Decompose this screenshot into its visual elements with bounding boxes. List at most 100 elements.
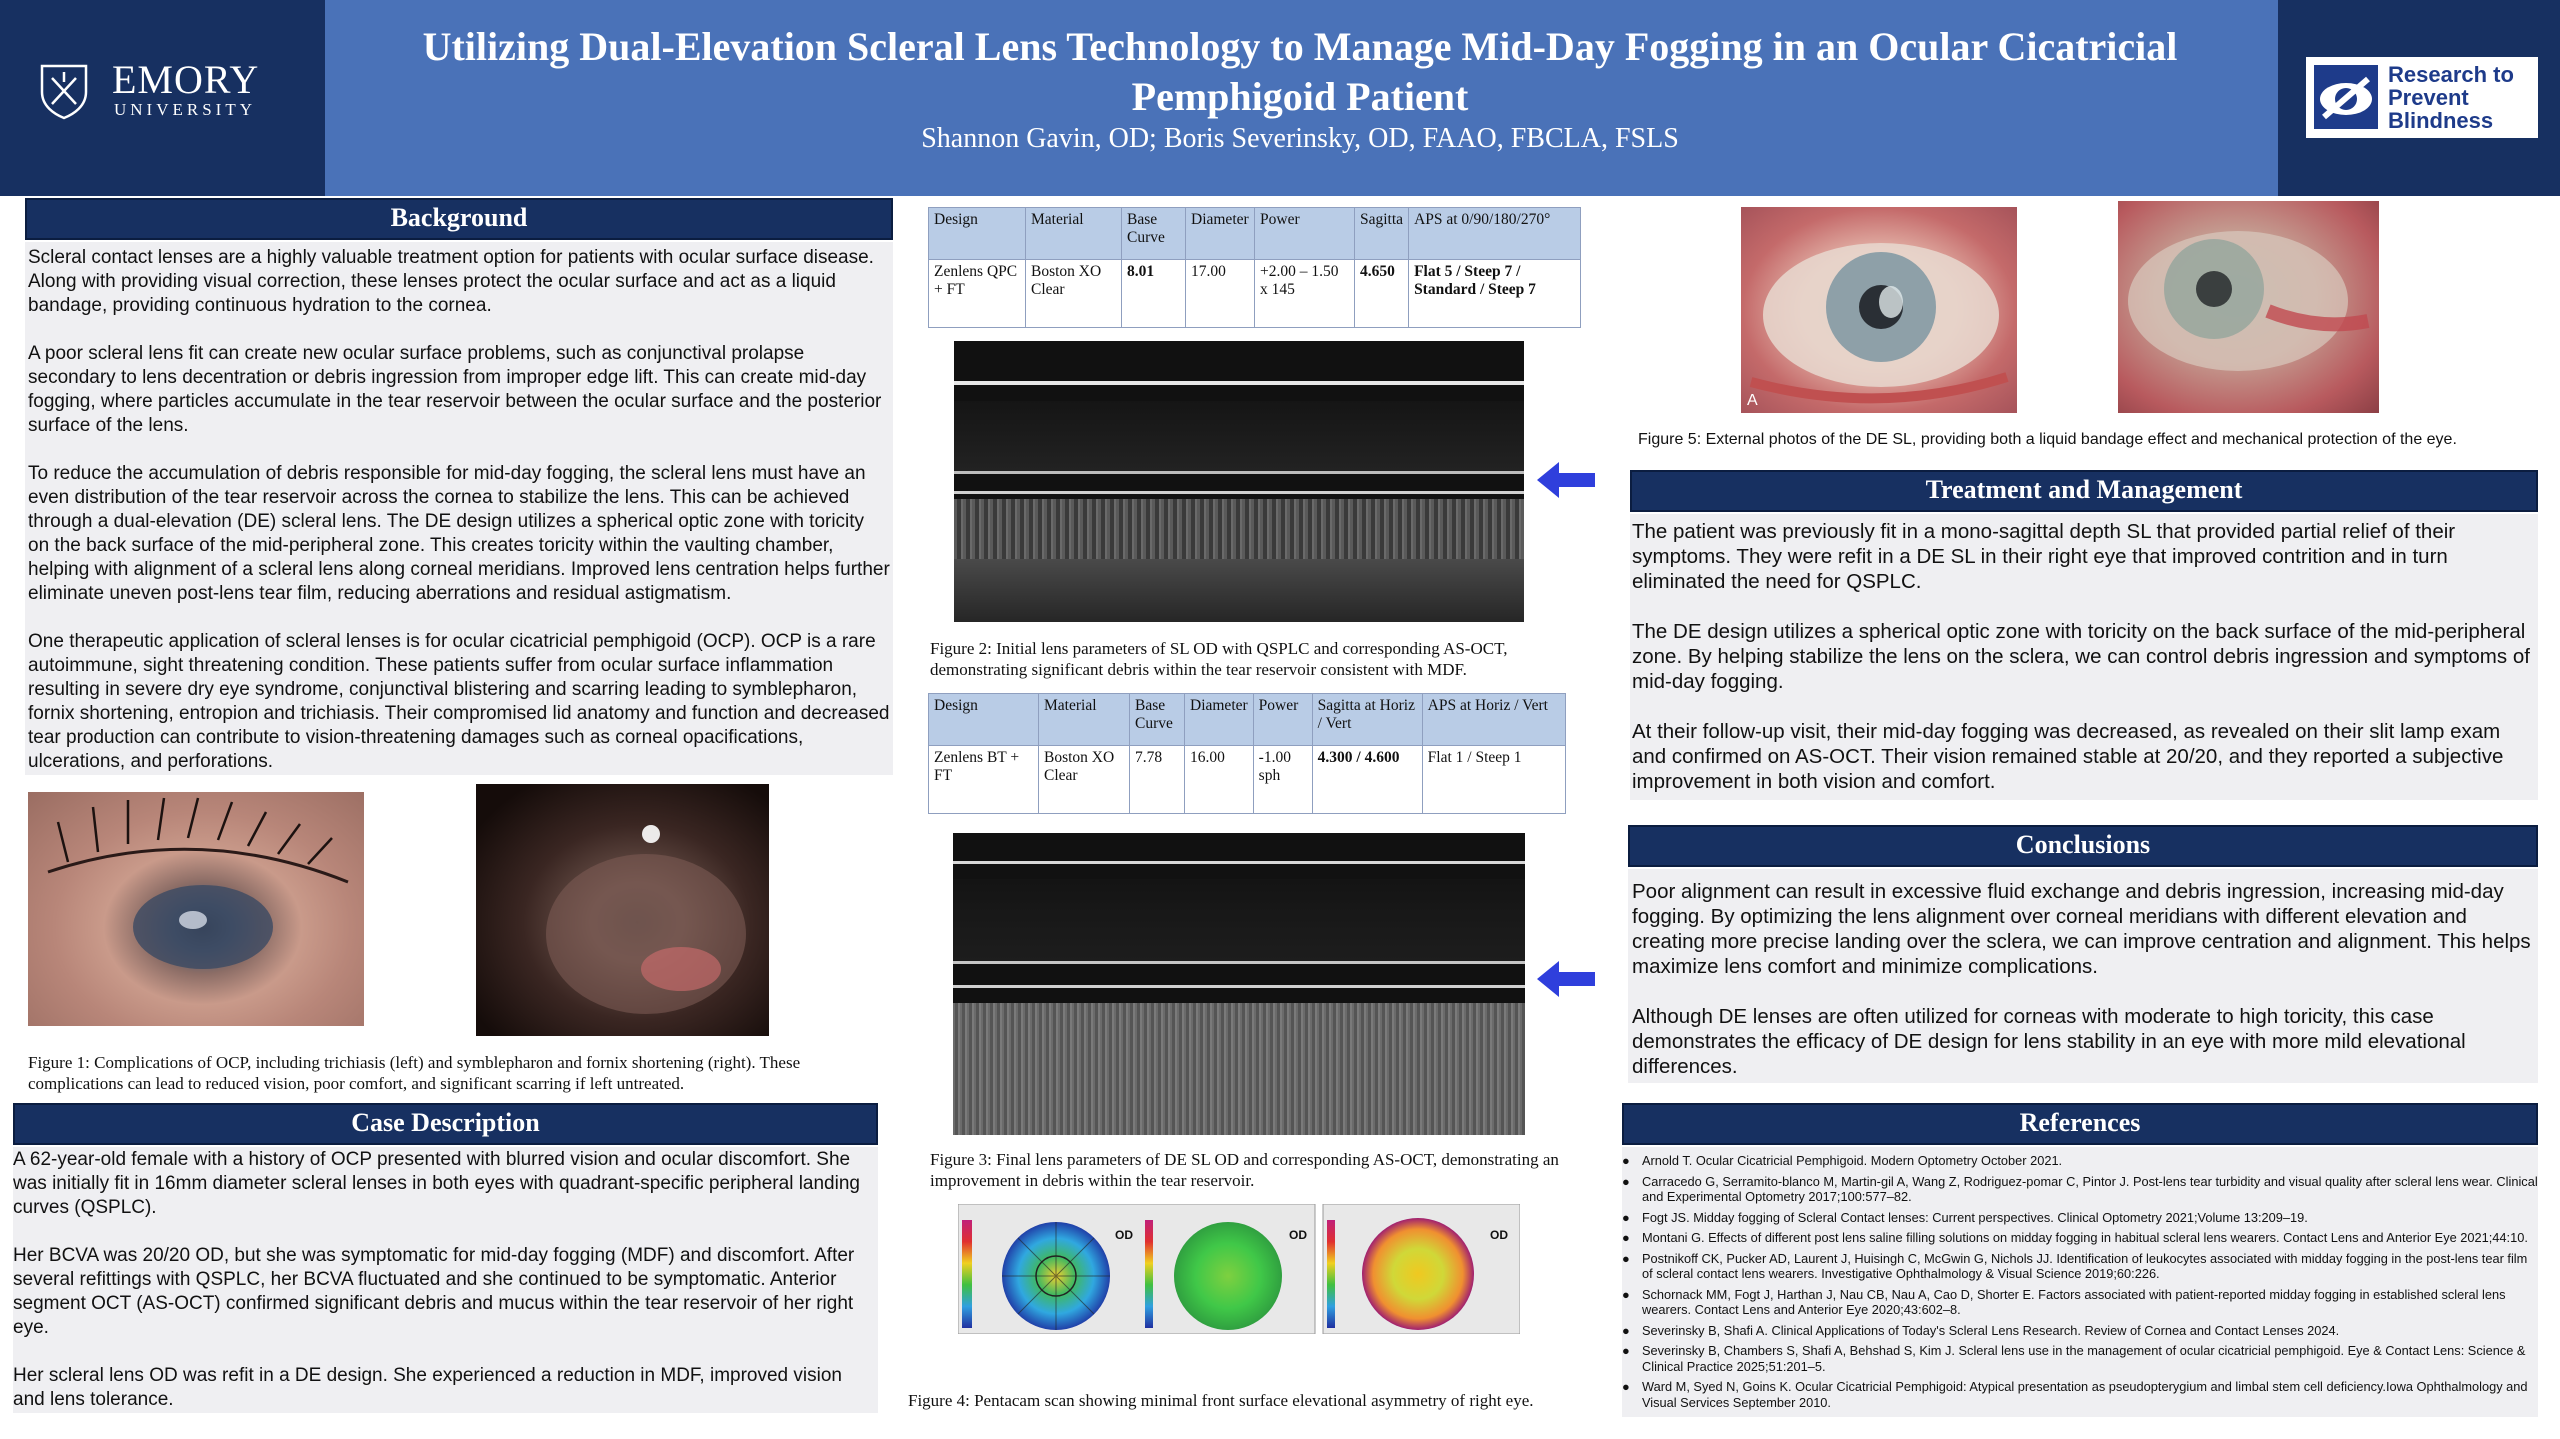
case-heading: Case Description <box>13 1103 878 1145</box>
treatment-paragraph: The DE design utilizes a spherical optic… <box>1632 620 2530 693</box>
table-header-cell: Material <box>1038 693 1130 746</box>
conclusions-paragraph: Although DE lenses are often utilized fo… <box>1632 1005 2466 1078</box>
references-heading: References <box>1622 1103 2538 1145</box>
reference-item: ● Ward M, Syed N, Goins K. Ocular Cicatri… <box>1620 1379 2540 1410</box>
table-header-cell: Diameter <box>1185 207 1255 260</box>
reference-item: ● Schornack MM, Fogt J, Harthan J, Nau CB… <box>1620 1287 2540 1318</box>
table-header-cell: Material <box>1025 207 1122 260</box>
emory-logo: EMORY UNIVERSITY <box>38 58 288 128</box>
references-list: ● Arnold T. Ocular Cicatricial Pemphigoid… <box>1620 1153 2540 1415</box>
table-cell: 4.650 <box>1353 259 1410 328</box>
background-paragraph: Scleral contact lenses are a highly valu… <box>28 247 874 316</box>
treatment-paragraph: The patient was previously fit in a mono… <box>1632 520 2456 593</box>
reference-item: ● Montani G. Effects of different post le… <box>1622 1230 2528 1245</box>
table-cell: -1.00 sph <box>1252 745 1313 814</box>
pentacam-od-label: OD <box>1289 1228 1307 1242</box>
pentacam-scan: OD OD OD <box>957 1203 1521 1335</box>
arrow-left-icon <box>1537 462 1595 498</box>
poster-title: Utilizing Dual-Elevation Scleral Lens Te… <box>422 24 2178 119</box>
pentacam-maps: OD OD OD <box>957 1203 1521 1335</box>
pentacam-od-label: OD <box>1490 1228 1508 1242</box>
conclusions-heading: Conclusions <box>1628 825 2538 867</box>
conclusions-panel <box>1628 869 2538 1083</box>
reference-text: Postnikoff CK, Pucker AD, Laurent J, Hui… <box>1642 1250 2528 1282</box>
table-header-cell: Base Curve <box>1129 693 1185 746</box>
table-cell: 4.300 / 4.600 <box>1311 745 1423 814</box>
emory-logo-panel: EMORY UNIVERSITY <box>0 0 325 196</box>
table-cell: 16.00 <box>1184 745 1254 814</box>
conclusions-text: Poor alignment can result in excessive f… <box>1632 879 2536 1104</box>
as-oct-final-image <box>953 833 1525 1135</box>
poster-header: EMORY UNIVERSITY Utilizing Dual-Elevatio… <box>0 0 2560 196</box>
table-header-row: Design Material Base Curve Diameter Powe… <box>928 207 1581 260</box>
references-panel <box>1622 1147 2538 1417</box>
table-cell: 7.78 <box>1129 745 1185 814</box>
table-header-cell: APS at 0/90/180/270° <box>1408 207 1581 260</box>
rpb-text: Research to Prevent Blindness <box>2388 63 2514 132</box>
table-cell: Boston XO Clear <box>1025 259 1122 328</box>
reference-text: Arnold T. Ocular Cicatricial Pemphigoid.… <box>1642 1153 2063 1168</box>
figure3-caption: Figure 3: Final lens parameters of DE SL… <box>930 1150 1559 1190</box>
table-cell: Flat 5 / Steep 7 / Standard / Steep 7 <box>1408 259 1581 328</box>
reference-item: ● Severinsky B, Shafi A. Clinical Applica… <box>1622 1322 2340 1338</box>
table-cell: Flat 1 / Steep 1 <box>1421 745 1567 814</box>
reference-text: Fogt JS. Midday fogging of Scleral Conta… <box>1642 1209 2308 1225</box>
trichiasis-photo <box>28 792 364 1026</box>
rpb-line-3: Blindness <box>2388 108 2494 133</box>
reference-item: ● Fogt JS. Midday fogging of Scleral Cont… <box>1622 1209 2308 1225</box>
photo-label: A <box>1747 392 1758 409</box>
eye-overlay <box>546 825 746 1014</box>
emory-name: EMORY <box>112 57 260 102</box>
table-cell: +2.00 – 1.50 x 145 <box>1254 259 1355 328</box>
treatment-text: The patient was previously fit in a mono… <box>1632 519 2536 819</box>
table-cell: Boston XO Clear <box>1038 745 1130 814</box>
reference-text: Montani G. Effects of different post len… <box>1642 1230 2528 1245</box>
case-paragraph: Her BCVA was 20/20 OD, but she was sympt… <box>13 1245 855 1338</box>
reference-text: Severinsky B, Shafi A. Clinical Applicat… <box>1642 1322 2340 1338</box>
table-header-cell: APS at Horiz / Vert <box>1421 693 1567 746</box>
table-row: Zenlens QPC + FT Boston XO Clear 8.01 17… <box>928 259 1581 328</box>
reference-text: Schornack MM, Fogt J, Harthan J, Nau CB,… <box>1642 1286 2506 1318</box>
reference-text: Carracedo G, Serramito-blanco M, Martin-… <box>1642 1173 2538 1205</box>
case-paragraph: A 62-year-old female with a history of O… <box>13 1149 860 1218</box>
table-cell: 17.00 <box>1185 259 1255 328</box>
treatment-panel <box>1630 514 2538 800</box>
table-row: Zenlens BT + FT Boston XO Clear 7.78 16.… <box>928 745 1567 814</box>
reference-item: ● Carracedo G, Serramito-blanco M, Martin… <box>1620 1174 2540 1205</box>
case-paragraph: Her scleral lens OD was refit in a DE de… <box>13 1365 842 1410</box>
poster-authors: Shannon Gavin, OD; Boris Severinsky, OD,… <box>921 123 1679 154</box>
as-oct-initial-image <box>954 341 1524 622</box>
figure5-caption: Figure 5: External photos of the DE SL, … <box>1638 431 2457 448</box>
table-header-cell: Sagitta <box>1353 207 1410 260</box>
case-text: A 62-year-old female with a history of O… <box>13 1148 875 1412</box>
figure2-caption: Figure 2: Initial lens parameters of SL … <box>930 639 1508 679</box>
arrow-left-icon <box>1537 961 1595 997</box>
eye-logo-icon <box>2314 65 2378 129</box>
figure1-caption: Figure 1: Complications of OCP, includin… <box>28 1053 801 1093</box>
eye-overlay: A <box>1747 243 2009 409</box>
table-header-cell: Sagitta at Horiz / Vert <box>1311 693 1423 746</box>
background-heading: Background <box>25 198 893 240</box>
conclusions-paragraph: Poor alignment can result in excessive f… <box>1632 880 2531 978</box>
rpb-logo: Research to Prevent Blindness <box>2306 57 2538 138</box>
table-header-cell: Design <box>928 693 1039 746</box>
table-header-cell: Design <box>928 207 1026 260</box>
table-cell: Zenlens BT + FT <box>928 745 1039 814</box>
eye-overlay <box>2128 231 2370 371</box>
table-header-cell: Power <box>1252 693 1313 746</box>
shield-icon <box>40 64 88 120</box>
table-header-cell: Power <box>1254 207 1355 260</box>
reference-item: ● Postnikoff CK, Pucker AD, Laurent J, Hu… <box>1620 1251 2540 1282</box>
final-lens-table: Design Material Base Curve Diameter Powe… <box>928 693 1567 814</box>
table-cell: 8.01 <box>1121 259 1186 328</box>
rpb-line-1: Research to <box>2388 62 2514 87</box>
table-header-row: Design Material Base Curve Diameter Powe… <box>928 693 1567 746</box>
background-paragraph: To reduce the accumulation of debris res… <box>28 463 890 604</box>
background-text: Scleral contact lenses are a highly valu… <box>28 246 890 774</box>
pentacam-od-label: OD <box>1115 1228 1133 1242</box>
background-paragraph: A poor scleral lens fit can create new o… <box>28 343 882 436</box>
background-panel <box>25 242 893 775</box>
symblepharon-photo <box>476 784 769 1036</box>
table-header-cell: Diameter <box>1184 693 1254 746</box>
case-panel <box>13 1147 878 1413</box>
